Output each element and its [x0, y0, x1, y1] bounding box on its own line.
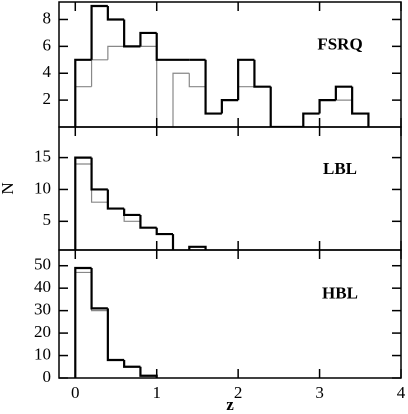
- histogram-step: [90, 267, 108, 310]
- y-tick-label: 10: [34, 178, 51, 197]
- histogram-step: [188, 245, 207, 250]
- histogram-step: [74, 163, 92, 250]
- histogram-step: [172, 72, 190, 127]
- panel-label: HBL: [322, 284, 358, 303]
- histogram-step: [318, 99, 336, 114]
- y-axis-label: N: [0, 182, 17, 194]
- histogram-step: [74, 156, 92, 250]
- histogram-step: [90, 163, 108, 203]
- y-tick-label: 8: [43, 8, 52, 27]
- x-tick-label: 4: [397, 383, 406, 402]
- histogram-step: [90, 272, 108, 312]
- histogram-step: [220, 99, 239, 114]
- histogram-step: [269, 86, 287, 127]
- histogram-step: [90, 59, 108, 87]
- y-tick-label: 10: [34, 344, 51, 363]
- histogram-step: [155, 227, 173, 236]
- histogram-step: [221, 99, 239, 114]
- x-axis-label: z: [226, 395, 234, 414]
- histogram-step: [106, 6, 125, 21]
- histogram-step: [318, 99, 336, 114]
- x-tick-label: 2: [234, 383, 243, 402]
- histogram-step: [139, 366, 158, 378]
- x-tick-label: 0: [71, 383, 80, 402]
- histogram-step: [90, 157, 108, 191]
- histogram-step: [123, 208, 141, 217]
- histogram-step: [90, 4, 108, 60]
- frame: [58, 249, 402, 379]
- histogram-step: [107, 310, 125, 361]
- histogram-step: [237, 58, 255, 101]
- histogram-step: [171, 234, 175, 250]
- panel-label: FSRQ: [317, 35, 362, 54]
- histogram-step: [204, 86, 222, 115]
- y-tick-label: 15: [34, 146, 51, 165]
- y-tick-label: 30: [34, 300, 51, 319]
- histogram-step: [123, 19, 141, 48]
- histogram-step: [74, 266, 92, 378]
- histogram-step: [106, 189, 125, 210]
- plot: [74, 266, 158, 378]
- histogram-step: [302, 112, 320, 127]
- y-tick-label: 2: [43, 89, 52, 108]
- x-tick-label: 3: [315, 383, 324, 402]
- histogram-step: [237, 86, 255, 101]
- y-tick-label: 6: [43, 35, 52, 54]
- y-tick-label: 20: [34, 322, 51, 341]
- histogram-step: [188, 73, 206, 88]
- histogram-step: [351, 86, 370, 127]
- y-tick-label: 4: [43, 62, 52, 81]
- histogram-step: [302, 112, 320, 127]
- histogram-step: [74, 58, 92, 127]
- frame: [58, 126, 402, 251]
- x-tick-label: 1: [152, 383, 161, 402]
- histogram-step: [334, 85, 353, 101]
- histogram-step: [139, 31, 157, 47]
- histogram-step: [270, 86, 287, 127]
- histogram-step: [74, 86, 92, 127]
- y-tick-label: 40: [34, 277, 51, 296]
- histogram-step: [253, 59, 271, 88]
- histogram-step: [106, 308, 125, 362]
- histogram-step: [204, 59, 222, 115]
- histogram-step: [139, 214, 157, 229]
- histogram-step: [155, 32, 173, 61]
- histogram-step: [74, 271, 92, 378]
- y-tick-label: 50: [34, 255, 51, 274]
- histogram-step: [107, 45, 125, 60]
- y-tick-label: 0: [43, 367, 52, 386]
- histogram-step: [156, 46, 173, 127]
- y-tick-label: 5: [43, 210, 52, 229]
- frame: [58, 1, 402, 128]
- plot: [74, 4, 370, 127]
- histogram-step: [123, 360, 141, 368]
- panel-label: LBL: [323, 159, 357, 178]
- plot: [74, 156, 207, 250]
